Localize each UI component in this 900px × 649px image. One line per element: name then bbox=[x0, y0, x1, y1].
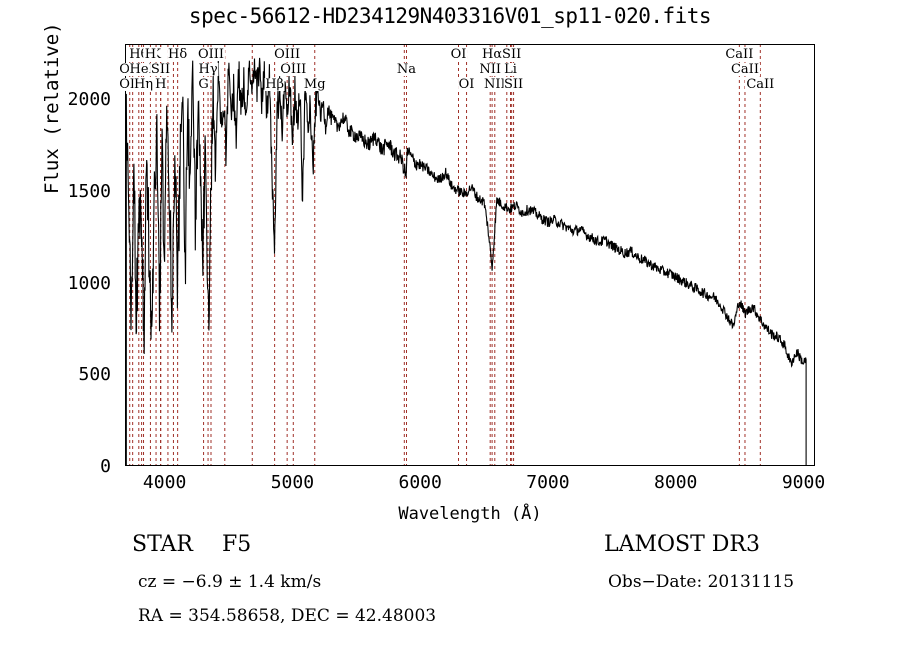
y-tick-label: 500 bbox=[78, 364, 111, 386]
line-label-oi: OI bbox=[457, 77, 476, 92]
y-tick-label: 1000 bbox=[67, 272, 111, 294]
line-label-h: Hη bbox=[132, 77, 155, 92]
line-label-sii: SII bbox=[149, 62, 172, 77]
x-axis-label: Wavelength (Å) bbox=[398, 504, 542, 524]
line-label-nii: NII bbox=[478, 62, 503, 77]
line-label-oi: OI bbox=[449, 47, 468, 62]
coordinates: RA = 354.58658, DEC = 42.48003 bbox=[138, 606, 437, 626]
line-label-h: Hγ bbox=[197, 62, 219, 77]
line-label-oiii: OIII bbox=[273, 47, 302, 62]
spectrum-canvas bbox=[125, 44, 807, 466]
line-label-g: G bbox=[197, 77, 210, 92]
x-tick-label: 8000 bbox=[654, 472, 698, 493]
survey-label: LAMOST DR3 bbox=[604, 532, 760, 557]
x-tick-label: 7000 bbox=[526, 472, 570, 493]
line-label-caii: CaII bbox=[724, 47, 755, 62]
plot-frame bbox=[125, 44, 815, 466]
spectral-class: F5 bbox=[222, 532, 252, 557]
x-tick-label: 6000 bbox=[398, 472, 442, 493]
line-label-caii: CaII bbox=[745, 77, 776, 92]
x-tick-label: 4000 bbox=[142, 472, 187, 493]
radial-velocity: cz = −6.9 ± 1.4 km/s bbox=[138, 572, 322, 592]
line-label-mg: Mg bbox=[302, 77, 327, 92]
y-tick-label: 2000 bbox=[67, 89, 111, 111]
line-label-na: Na bbox=[395, 62, 418, 77]
flux-trace bbox=[125, 57, 807, 466]
y-axis-label: Flux (relative) bbox=[41, 22, 63, 194]
x-tick-label: 5000 bbox=[270, 472, 315, 493]
line-label-h: Hα bbox=[481, 47, 504, 62]
plot-area: 0 500 1000 1500 2000 4000 5000 6000 7000 8000 900… bbox=[41, 22, 825, 524]
line-label-h: H bbox=[143, 47, 158, 62]
line-label-h: H bbox=[154, 77, 168, 92]
line-label-hei: HeI bbox=[128, 62, 155, 77]
line-label-h: Hδ bbox=[167, 47, 189, 62]
x-tick-label: 9000 bbox=[781, 472, 826, 493]
line-label-nii: NII bbox=[482, 77, 507, 92]
obs-date: Obs−Date: 20131115 bbox=[608, 572, 795, 592]
line-label-oiii: OIII bbox=[196, 47, 226, 62]
page-title: spec-56612-HD234129N403316V01_sp11-020.f… bbox=[188, 4, 712, 28]
spectral-line-markers bbox=[129, 44, 761, 466]
object-type: STAR bbox=[132, 532, 193, 557]
line-label-caii: CaII bbox=[729, 62, 760, 77]
y-tick-label: 0 bbox=[100, 456, 111, 477]
y-tick-label: 1500 bbox=[67, 180, 111, 202]
line-label-h: Hβ bbox=[264, 77, 286, 92]
line-label-sii: SII bbox=[502, 77, 525, 92]
line-label-sii: SII bbox=[501, 47, 523, 62]
line-label-oiii: OIII bbox=[279, 62, 308, 77]
line-label-li: Li bbox=[503, 62, 518, 77]
